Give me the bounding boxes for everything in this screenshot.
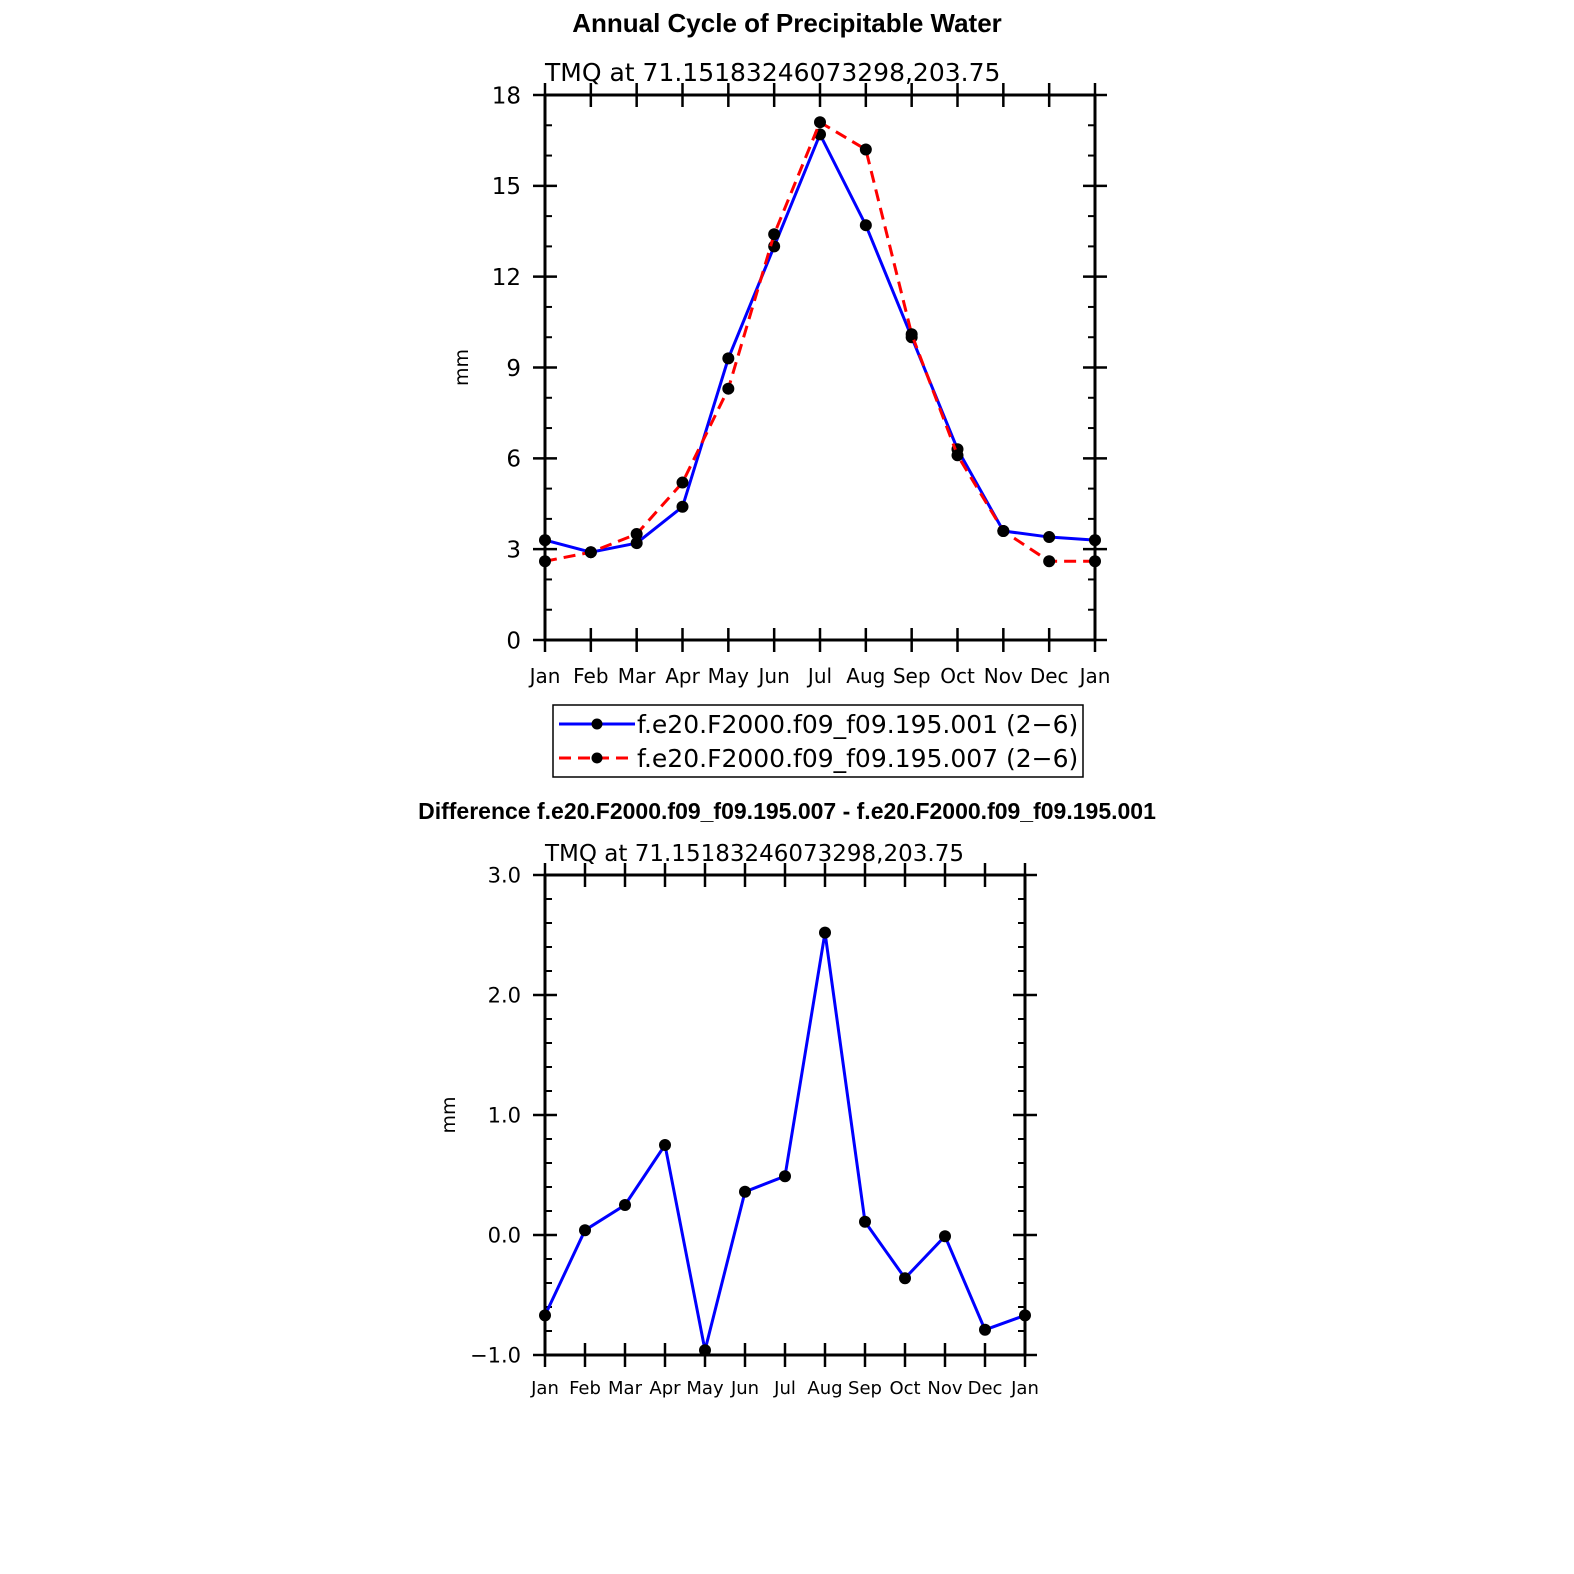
x-tick-label: Oct: [940, 664, 975, 688]
y-tick-label: 0.0: [488, 1224, 521, 1248]
series-1-point: [939, 1230, 951, 1243]
plot-frame: [543, 93, 1097, 642]
x-tick-label: Nov: [984, 664, 1023, 688]
series-2-point: [1043, 555, 1056, 568]
plot-frame: [543, 873, 1027, 1357]
series-line-1: [543, 932, 1026, 1351]
x-tick-label: Mar: [608, 1378, 643, 1399]
series-2-point: [539, 555, 551, 568]
x-tick-label: Feb: [569, 1378, 601, 1399]
series-1-point: [979, 1323, 991, 1336]
chart-subtitle: TMQ at 71.15183246073298,203.75: [544, 841, 964, 867]
series-1-point: [539, 534, 551, 547]
x-tick-label: Jun: [757, 664, 790, 688]
x-tick-label: Jul: [773, 1378, 796, 1399]
series-2-point: [997, 525, 1010, 537]
x-tick-label: Jun: [730, 1378, 759, 1399]
series-line-1: [544, 130, 1096, 554]
y-tick-label: 15: [492, 174, 521, 200]
x-tick-label: Dec: [968, 1378, 1003, 1399]
x-tick-label: Sep: [848, 1378, 882, 1399]
x-tick-label: May: [686, 1378, 724, 1399]
x-tick-label: Sep: [893, 664, 931, 688]
series-1-point: [659, 1139, 671, 1151]
y-tick-label: 9: [506, 356, 521, 382]
chart-subtitle: TMQ at 71.15183246073298,203.75: [544, 58, 1000, 87]
x-tick-label: Aug: [846, 664, 885, 688]
series-1-point: [579, 1224, 591, 1237]
legend-label-1: f.e20.F2000.f09_f09.195.001 (2−6): [637, 710, 1078, 739]
series-1-point: [539, 1309, 551, 1322]
series-1-point: [722, 352, 735, 365]
series-2-point: [859, 143, 872, 156]
series-2-point: [768, 228, 781, 241]
series-1-point: [779, 1170, 791, 1183]
x-tick-label: Jan: [1078, 664, 1111, 688]
series-1-point: [859, 1215, 871, 1228]
series-2-point: [722, 382, 735, 395]
x-tick-label: Nov: [927, 1378, 962, 1399]
series-1-point: [699, 1344, 711, 1357]
y-tick-label: 18: [492, 83, 521, 109]
series-1-point: [1043, 531, 1056, 544]
legend-marker-2: [591, 752, 603, 764]
series-1-point: [1089, 534, 1101, 547]
series-1-point: [619, 1199, 631, 1211]
series-1-point: [584, 546, 597, 559]
series-2-point: [1089, 555, 1101, 568]
x-tick-label: Oct: [889, 1378, 920, 1399]
series-1-point: [814, 128, 826, 141]
y-tick-label: 0: [506, 628, 521, 654]
series-2-point: [951, 449, 964, 462]
y-tick-label: 3: [506, 537, 521, 563]
series-2-point: [676, 476, 689, 489]
series-2-point: [814, 116, 826, 129]
series-1-point: [951, 443, 964, 456]
series-line-2: [544, 120, 1095, 563]
x-tick-label: Feb: [573, 664, 608, 688]
x-tick-label: Dec: [1030, 664, 1069, 688]
x-tick-label: Jan: [528, 664, 561, 688]
series-1-point: [630, 537, 643, 550]
series-2-point: [905, 328, 918, 341]
x-tick-label: Apr: [665, 664, 700, 688]
x-tick-label: Jul: [806, 664, 832, 688]
x-tick-label: Jan: [530, 1378, 559, 1399]
y-axis-label: mm: [438, 1096, 460, 1133]
difference-title: Difference f.e20.F2000.f09_f09.195.007 -…: [418, 798, 1156, 824]
y-tick-label: 12: [492, 265, 521, 291]
y-tick-label: 2.0: [488, 984, 521, 1008]
legend-label-2: f.e20.F2000.f09_f09.195.007 (2−6): [637, 744, 1078, 773]
series-1-point: [899, 1272, 911, 1285]
series-1-point: [768, 240, 781, 253]
y-tick-label: 6: [506, 447, 521, 473]
x-tick-label: Aug: [807, 1378, 842, 1399]
series-1-point: [859, 219, 872, 232]
legend-box: [552, 704, 1084, 778]
series-1-point: [676, 500, 689, 513]
series-2-point: [630, 528, 643, 541]
x-tick-label: Apr: [649, 1378, 681, 1399]
series-1-point: [819, 926, 831, 939]
series-1-point: [1019, 1309, 1031, 1322]
y-tick-label: −1.0: [470, 1344, 521, 1368]
y-tick-label: 3.0: [488, 864, 521, 888]
main-title: Annual Cycle of Precipitable Water: [572, 8, 1002, 38]
series-2-point: [584, 546, 597, 559]
x-tick-label: May: [708, 664, 750, 688]
series-1-point: [905, 331, 918, 344]
series-1-point: [739, 1185, 751, 1198]
x-tick-label: Jan: [1010, 1378, 1039, 1399]
y-axis-label: mm: [451, 349, 473, 386]
series-1-point: [997, 525, 1010, 537]
x-tick-label: Mar: [618, 664, 657, 688]
legend-marker-1: [591, 718, 603, 730]
y-tick-label: 1.0: [488, 1104, 521, 1128]
